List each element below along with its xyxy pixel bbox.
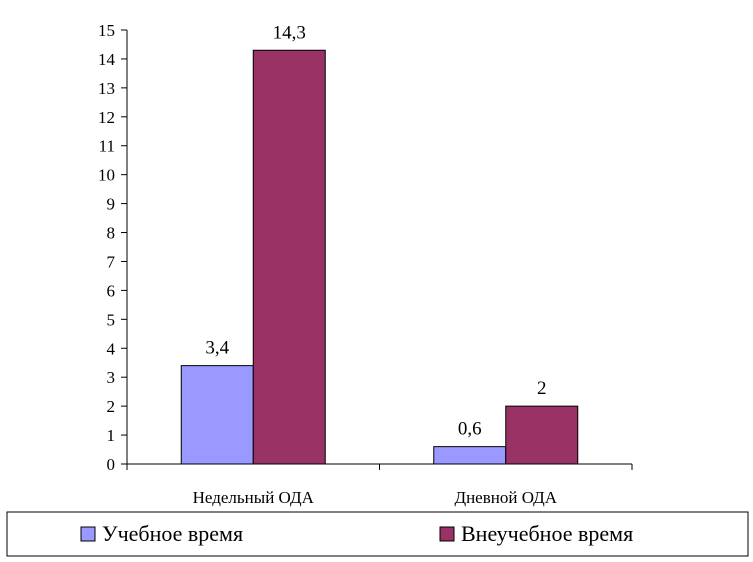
data-label: 14,3 [273, 22, 306, 43]
category-label: Дневной ОДА [454, 488, 557, 507]
legend-box [6, 511, 749, 557]
data-label: 2 [537, 378, 547, 399]
y-tick-label: 4 [107, 339, 116, 358]
y-tick-label: 12 [98, 108, 115, 127]
y-tick-label: 7 [107, 252, 116, 271]
bars [180, 49, 579, 465]
y-tick-label: 5 [107, 310, 116, 329]
y-tick-label: 15 [98, 21, 115, 40]
category-label: Недельный ОДА [193, 488, 315, 507]
legend-label-academic: Учебное время [102, 521, 243, 546]
y-tick-label: 11 [99, 137, 115, 156]
category-labels: Недельный ОДА Дневной ОДА [193, 488, 558, 507]
legend-label-extracurricular: Внеучебное время [461, 521, 633, 546]
data-label: 3,4 [205, 338, 229, 359]
y-tick-label: 9 [107, 195, 116, 214]
y-tick-label: 1 [107, 426, 116, 445]
data-labels: 3,4 14,3 0,6 2 [205, 22, 546, 439]
legend-swatch-extracurricular [439, 526, 455, 542]
bar-academic-1 [433, 446, 507, 465]
bar-academic-0 [180, 365, 254, 465]
y-tick-label: 8 [107, 224, 116, 243]
bar-extracurricular-1 [505, 405, 579, 465]
bar-extracurricular-0 [252, 49, 326, 465]
data-label: 0,6 [458, 419, 482, 440]
legend: Учебное время Внеучебное время [6, 511, 749, 557]
y-tick-label: 14 [98, 50, 116, 69]
y-tick-label: 13 [98, 79, 115, 98]
y-tick-label: 6 [107, 281, 116, 300]
y-tick-label: 2 [107, 397, 116, 416]
y-tick-label: 0 [107, 455, 116, 474]
legend-swatch-academic [80, 526, 96, 542]
y-tick-label: 10 [98, 166, 115, 185]
y-tick-label: 3 [107, 368, 116, 387]
